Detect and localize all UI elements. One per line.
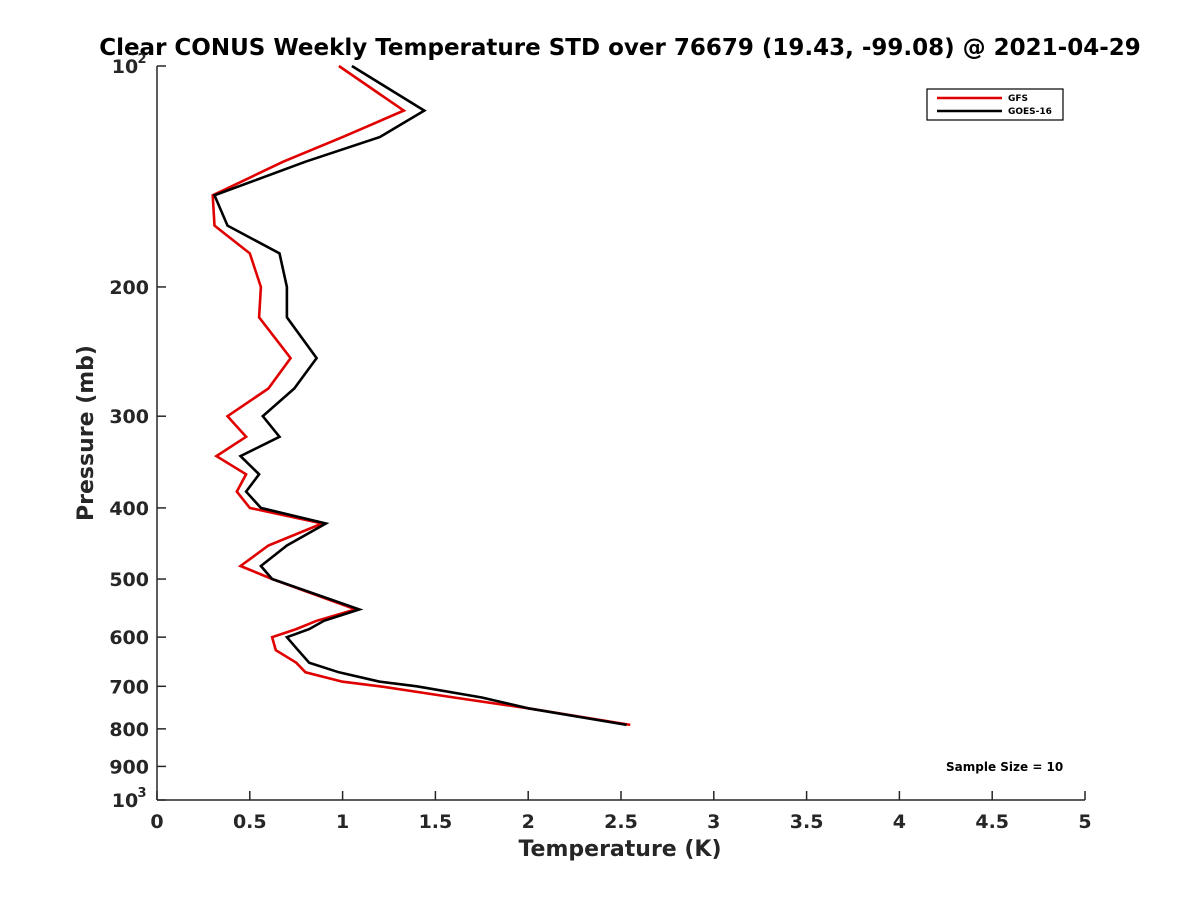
x-tick-label: 4.5 bbox=[975, 811, 1009, 833]
series-line-gfs bbox=[211, 64, 631, 727]
x-tick-label: 4 bbox=[893, 811, 906, 833]
y-tick-label: 600 bbox=[109, 627, 149, 649]
y-tick-label-bottom: 10 bbox=[112, 790, 138, 812]
legend-label-goes16: GOES-16 bbox=[1008, 107, 1052, 117]
x-tick-label: 0.5 bbox=[233, 811, 267, 833]
y-tick-label: 300 bbox=[109, 406, 149, 428]
x-tick-label: 1 bbox=[336, 811, 349, 833]
x-tick-label: 3 bbox=[707, 811, 720, 833]
x-tick-label: 2 bbox=[522, 811, 535, 833]
y-tick-label: 700 bbox=[109, 676, 149, 698]
legend-box bbox=[926, 88, 1064, 121]
sample-size-annotation: Sample Size = 10 bbox=[946, 760, 1063, 774]
series-line-goes16 bbox=[212, 64, 627, 727]
x-tick-label: 2.5 bbox=[604, 811, 638, 833]
legend: GFS GOES-16 bbox=[926, 88, 1064, 121]
y-axis-title: Pressure (mb) bbox=[74, 345, 99, 521]
y-tick-label: 800 bbox=[109, 719, 149, 741]
y-tick-label: 900 bbox=[109, 756, 149, 778]
x-axis-title: Temperature (K) bbox=[518, 837, 721, 862]
y-tick-label-bottom-exponent: 3 bbox=[137, 786, 146, 801]
y-tick-label: 200 bbox=[109, 277, 149, 299]
y-tick-label: 500 bbox=[109, 569, 149, 591]
legend-label-gfs: GFS bbox=[1008, 94, 1028, 104]
x-tick-label: 0 bbox=[150, 811, 163, 833]
chart-title: Clear CONUS Weekly Temperature STD over … bbox=[99, 35, 1141, 61]
x-tick-label: 5 bbox=[1078, 811, 1091, 833]
y-tick-label: 400 bbox=[109, 498, 149, 520]
x-tick-label: 1.5 bbox=[419, 811, 453, 833]
axes: 0 0.5 1 1.5 2 2.5 3 3.5 4 4.5 5 200 300 400 500 600 700 8… bbox=[109, 52, 1091, 833]
x-tick-label: 3.5 bbox=[790, 811, 824, 833]
y-tick-label-top: 10 bbox=[112, 56, 138, 78]
y-tick-label-top-exponent: 2 bbox=[137, 52, 146, 67]
plot-series bbox=[211, 64, 631, 727]
